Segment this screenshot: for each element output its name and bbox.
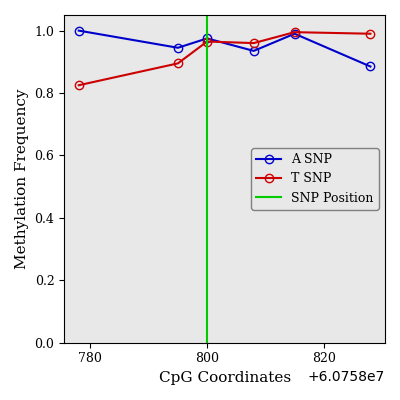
A SNP (292, 31, 297, 36)
A SNP (205, 36, 210, 41)
T SNP (292, 30, 297, 34)
A SNP (76, 28, 81, 33)
Line: T SNP: T SNP (74, 28, 374, 89)
T SNP (176, 61, 180, 66)
Line: A SNP: A SNP (74, 26, 374, 71)
T SNP (368, 31, 373, 36)
A SNP (368, 64, 373, 69)
Y-axis label: Methylation Frequency: Methylation Frequency (15, 89, 29, 269)
T SNP (251, 41, 256, 46)
Legend: A SNP, T SNP, SNP Position: A SNP, T SNP, SNP Position (251, 148, 379, 210)
X-axis label: CpG Coordinates: CpG Coordinates (158, 371, 291, 385)
A SNP (251, 48, 256, 53)
T SNP (205, 39, 210, 44)
A SNP (176, 45, 180, 50)
T SNP (76, 83, 81, 88)
